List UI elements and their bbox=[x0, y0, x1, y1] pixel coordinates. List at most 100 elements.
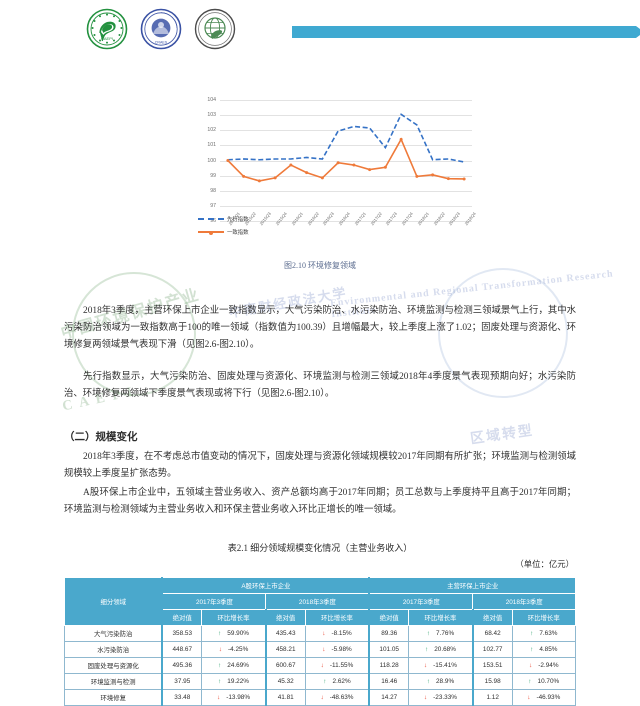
chart-data-point bbox=[305, 171, 309, 175]
chart-series-coincident bbox=[227, 137, 465, 182]
growth-value: 7.76% bbox=[436, 630, 455, 637]
cell-absolute-value: 600.67 bbox=[264, 657, 306, 674]
arrow-up-icon: ↑ bbox=[218, 678, 222, 685]
chart-data-point bbox=[431, 173, 435, 177]
cell-growth-rate: ↓ -48.63% bbox=[304, 689, 370, 706]
chart-data-point bbox=[273, 176, 277, 180]
arrow-down-icon: ↓ bbox=[320, 662, 324, 669]
cell-absolute-value: 118.28 bbox=[368, 657, 410, 674]
cell-absolute-value: 68.42 bbox=[471, 625, 513, 642]
cell-growth-rate: ↑ 4.85% bbox=[511, 641, 576, 658]
header-period-m-2018: 2018年3季度 bbox=[472, 593, 576, 610]
chart-data-point bbox=[242, 174, 246, 178]
chart-gridline bbox=[220, 205, 472, 207]
chart-plot-area: 96 97 98 99 100 101 102 103 104 2015Q1 2015Q2 2015Q… bbox=[207, 97, 477, 226]
table-row: 水污染防治 448.67 ↓ -4.25% 458.21 ↓ -5.98% 101.05 ↑ 20… bbox=[64, 641, 576, 658]
header-subfield: 细分领域 bbox=[64, 577, 163, 626]
arrow-up-icon: ↑ bbox=[424, 646, 429, 653]
chart-y-tick-label: 96 bbox=[210, 218, 216, 224]
growth-value: -48.63% bbox=[329, 694, 354, 701]
cell-absolute-value: 14.27 bbox=[368, 689, 410, 706]
chart-gridline bbox=[220, 221, 472, 222]
header-metric-0: 绝对值 bbox=[161, 609, 203, 626]
chart-series-layer bbox=[226, 113, 466, 183]
row-label: 固废处理与资源化 bbox=[64, 657, 163, 674]
table-caption: 表2.1 细分领域规模变化情况（主营业务收入） bbox=[227, 543, 413, 553]
chart-y-tick-label: 97 bbox=[210, 202, 216, 209]
table-unit-note: （单位：亿元） bbox=[515, 560, 574, 569]
header-group-a-share: A股环保上市企业 bbox=[161, 577, 370, 594]
legend-item-leading: 先行指数 bbox=[198, 215, 249, 223]
chart-y-tick-label: 98 bbox=[210, 187, 216, 194]
blue-academy-seal-icon: CRAES bbox=[140, 8, 182, 50]
header-period-a-2017: 2017年3季度 bbox=[161, 593, 267, 610]
cell-growth-rate: ↑ 59.90% bbox=[201, 625, 267, 642]
growth-value: 19.22% bbox=[227, 678, 249, 685]
scale-change-table: 细分领域 A股环保上市企业 主营环保上市企业 2017年3季度 2018年3季度… bbox=[64, 577, 577, 706]
row-label: 大气污染防治 bbox=[64, 625, 163, 642]
cell-absolute-value: 89.36 bbox=[368, 625, 410, 642]
cell-absolute-value: 37.95 bbox=[161, 673, 203, 690]
chart-gridline bbox=[220, 160, 472, 162]
chart-gridline bbox=[220, 175, 472, 177]
header-metric-4: 绝对值 bbox=[368, 609, 410, 626]
chart-data-point bbox=[446, 177, 450, 181]
paragraph-scale-change: 2018年3季度，在不考虑总市值变动的情况下，固废处理与资源化领域规模较2017… bbox=[64, 452, 576, 479]
table-body: 大气污染防治 358.53 ↑ 59.90% 435.43 ↓ -8.15% 89.36 ↑ 7.… bbox=[64, 625, 576, 706]
chart-data-point bbox=[320, 176, 324, 180]
chart-gridline bbox=[220, 145, 472, 147]
growth-value: 2.62% bbox=[332, 678, 351, 685]
growth-value: -13.98% bbox=[226, 694, 251, 701]
cell-growth-rate: ↑ 19.22% bbox=[201, 673, 267, 690]
chart-data-point bbox=[336, 161, 340, 165]
row-label: 环境修复 bbox=[64, 689, 163, 706]
cell-growth-rate: ↓ -4.25% bbox=[201, 641, 267, 658]
growth-value: 28.9% bbox=[436, 678, 455, 685]
arrow-up-icon: ↑ bbox=[218, 630, 222, 637]
green-globe-seal-icon bbox=[194, 8, 236, 50]
svg-text:CRAES: CRAES bbox=[155, 41, 168, 45]
cell-absolute-value: 448.67 bbox=[161, 641, 203, 658]
growth-value: 59.90% bbox=[227, 630, 249, 637]
cell-growth-rate: ↑ 20.68% bbox=[408, 641, 474, 658]
arrow-up-icon: ↑ bbox=[218, 662, 222, 669]
table-row: 环境监测与检测 37.95 ↑ 19.22% 45.32 ↑ 2.62% 16.46 ↑ 28.9… bbox=[64, 673, 576, 690]
header-period-m-2017: 2017年3季度 bbox=[368, 593, 474, 610]
legend-label-leading: 先行指数 bbox=[227, 217, 249, 223]
chart-series-leading bbox=[227, 113, 465, 163]
cell-absolute-value: 41.81 bbox=[264, 689, 306, 706]
header-metric-7: 环比增长率 bbox=[511, 609, 576, 626]
cell-absolute-value: 15.98 bbox=[471, 673, 513, 690]
cell-absolute-value: 16.46 bbox=[368, 673, 410, 690]
chart-data-point bbox=[257, 179, 261, 183]
arrow-up-icon: ↑ bbox=[323, 678, 327, 685]
cell-growth-rate: ↑ 7.63% bbox=[511, 625, 576, 642]
arrow-down-icon: ↓ bbox=[423, 694, 428, 701]
header-group-main-env: 主营环保上市企业 bbox=[368, 577, 577, 594]
chart-data-point bbox=[383, 165, 387, 169]
chart-gridline bbox=[220, 190, 472, 192]
cell-growth-rate: ↓ -13.98% bbox=[201, 689, 267, 706]
cell-absolute-value: 102.77 bbox=[471, 641, 513, 658]
cell-absolute-value: 435.43 bbox=[264, 625, 306, 642]
arrow-down-icon: ↓ bbox=[527, 694, 531, 701]
growth-value: -23.33% bbox=[433, 694, 457, 701]
coincident-index-line-swatch bbox=[198, 231, 224, 235]
arrow-down-icon: ↓ bbox=[216, 694, 221, 701]
paragraph-a-share: A股环保上市企业中，五领域主营业务收入、资产总额均高于2017年同期；员工总数与… bbox=[64, 488, 576, 515]
figure-caption: 图2.10 环境修复领域 bbox=[284, 261, 356, 270]
growth-value: 7.63% bbox=[539, 630, 558, 637]
cell-growth-rate: ↓ -8.15% bbox=[304, 625, 370, 642]
chart-data-point bbox=[368, 168, 372, 172]
growth-value: -2.94% bbox=[538, 662, 559, 669]
chart-data-point bbox=[415, 174, 419, 178]
cell-absolute-value: 33.48 bbox=[161, 689, 203, 706]
header-metric-2: 绝对值 bbox=[264, 609, 306, 626]
chart-gridline bbox=[220, 130, 472, 132]
arrow-up-icon: ↑ bbox=[530, 630, 534, 637]
chart-y-tick-label: 100 bbox=[207, 157, 216, 164]
environment-restoration-line-chart: 96 97 98 99 100 101 102 103 104 2015Q1 2015Q2 2015Q… bbox=[186, 96, 477, 251]
cell-growth-rate: ↓ -11.55% bbox=[304, 657, 370, 674]
row-label: 环境监测与检测 bbox=[64, 673, 163, 690]
cell-absolute-value: 495.36 bbox=[161, 657, 203, 674]
